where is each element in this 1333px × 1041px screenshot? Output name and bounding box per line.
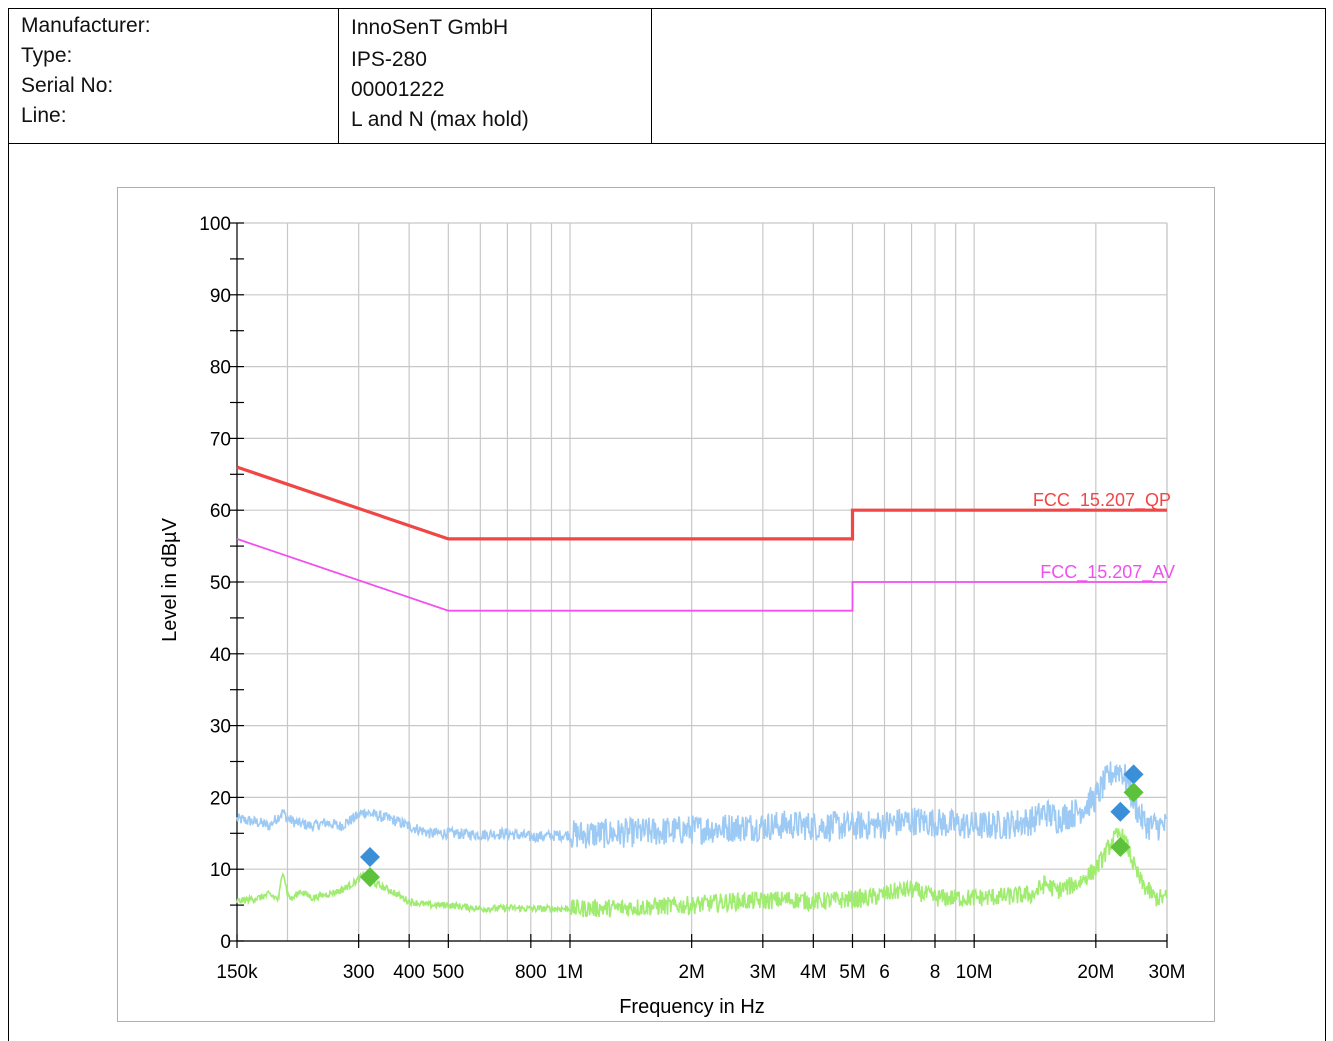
- info-table: Manufacturer: Type: Serial No: Line: Inn…: [8, 8, 1326, 144]
- manufacturer-label: Manufacturer:: [21, 14, 151, 37]
- type-label: Type:: [21, 44, 73, 67]
- x-tick-label: 150k: [216, 962, 258, 983]
- qp-limit-label: FCC_15.207_QP: [1033, 490, 1171, 511]
- x-tick-label: 400: [393, 962, 425, 983]
- y-tick-label: 50: [210, 573, 231, 594]
- x-tick-label: 3M: [750, 962, 776, 983]
- info-labels-column: Manufacturer: Type: Serial No: Line:: [9, 9, 339, 143]
- qp-limit-line: [236, 465, 1167, 541]
- x-tick-label: 8: [930, 962, 941, 983]
- chart-panel: [117, 187, 1215, 1022]
- x-tick-label: 800: [515, 962, 547, 983]
- av-marker: [1123, 782, 1144, 803]
- line-label: Line:: [21, 104, 67, 127]
- x-axis-title: Frequency in Hz: [619, 996, 765, 1018]
- info-values-column: InnoSenT GmbH IPS-280 00001222 L and N (…: [339, 9, 652, 143]
- x-tick-label: 10M: [956, 962, 993, 983]
- y-tick-label: 20: [210, 788, 231, 809]
- type-value: IPS-280: [351, 48, 427, 71]
- y-tick-label: 40: [210, 645, 231, 666]
- x-tick-label: 500: [432, 962, 464, 983]
- y-tick-label: 30: [210, 717, 231, 738]
- y-tick-label: 90: [210, 286, 231, 307]
- manufacturer-value: InnoSenT GmbH: [351, 16, 509, 39]
- chart-frame: [8, 143, 1326, 1041]
- av-marker: [1110, 836, 1131, 857]
- peak-trace-line: [236, 761, 1168, 849]
- line-value: L and N (max hold): [351, 108, 529, 131]
- y-tick-label: 10: [210, 860, 231, 881]
- y-tick-label: 60: [210, 501, 231, 522]
- y-tick-label: 70: [210, 429, 231, 450]
- x-tick-label: 20M: [1077, 962, 1114, 983]
- x-tick-label: 5M: [839, 962, 865, 983]
- av-limit-line: [236, 538, 1167, 612]
- y-tick-label: 0: [220, 932, 231, 953]
- y-axis-title: Level in dBµV: [159, 517, 181, 641]
- qp-marker: [1123, 764, 1144, 785]
- serial-value: 00001222: [351, 78, 445, 101]
- y-tick-label: 80: [210, 358, 231, 379]
- av-limit-label: FCC_15.207_AV: [1040, 562, 1175, 583]
- x-tick-label: 6: [879, 962, 890, 983]
- y-tick-label: 100: [199, 214, 231, 235]
- x-tick-label: 4M: [800, 962, 826, 983]
- x-tick-label: 30M: [1149, 962, 1186, 983]
- x-tick-label: 1M: [557, 962, 583, 983]
- x-tick-label: 300: [343, 962, 375, 983]
- qp-marker: [1110, 801, 1131, 822]
- av-marker: [359, 867, 380, 888]
- serial-label: Serial No:: [21, 74, 114, 97]
- average-trace-line: [236, 827, 1168, 918]
- x-tick-label: 2M: [678, 962, 704, 983]
- qp-marker: [359, 846, 380, 867]
